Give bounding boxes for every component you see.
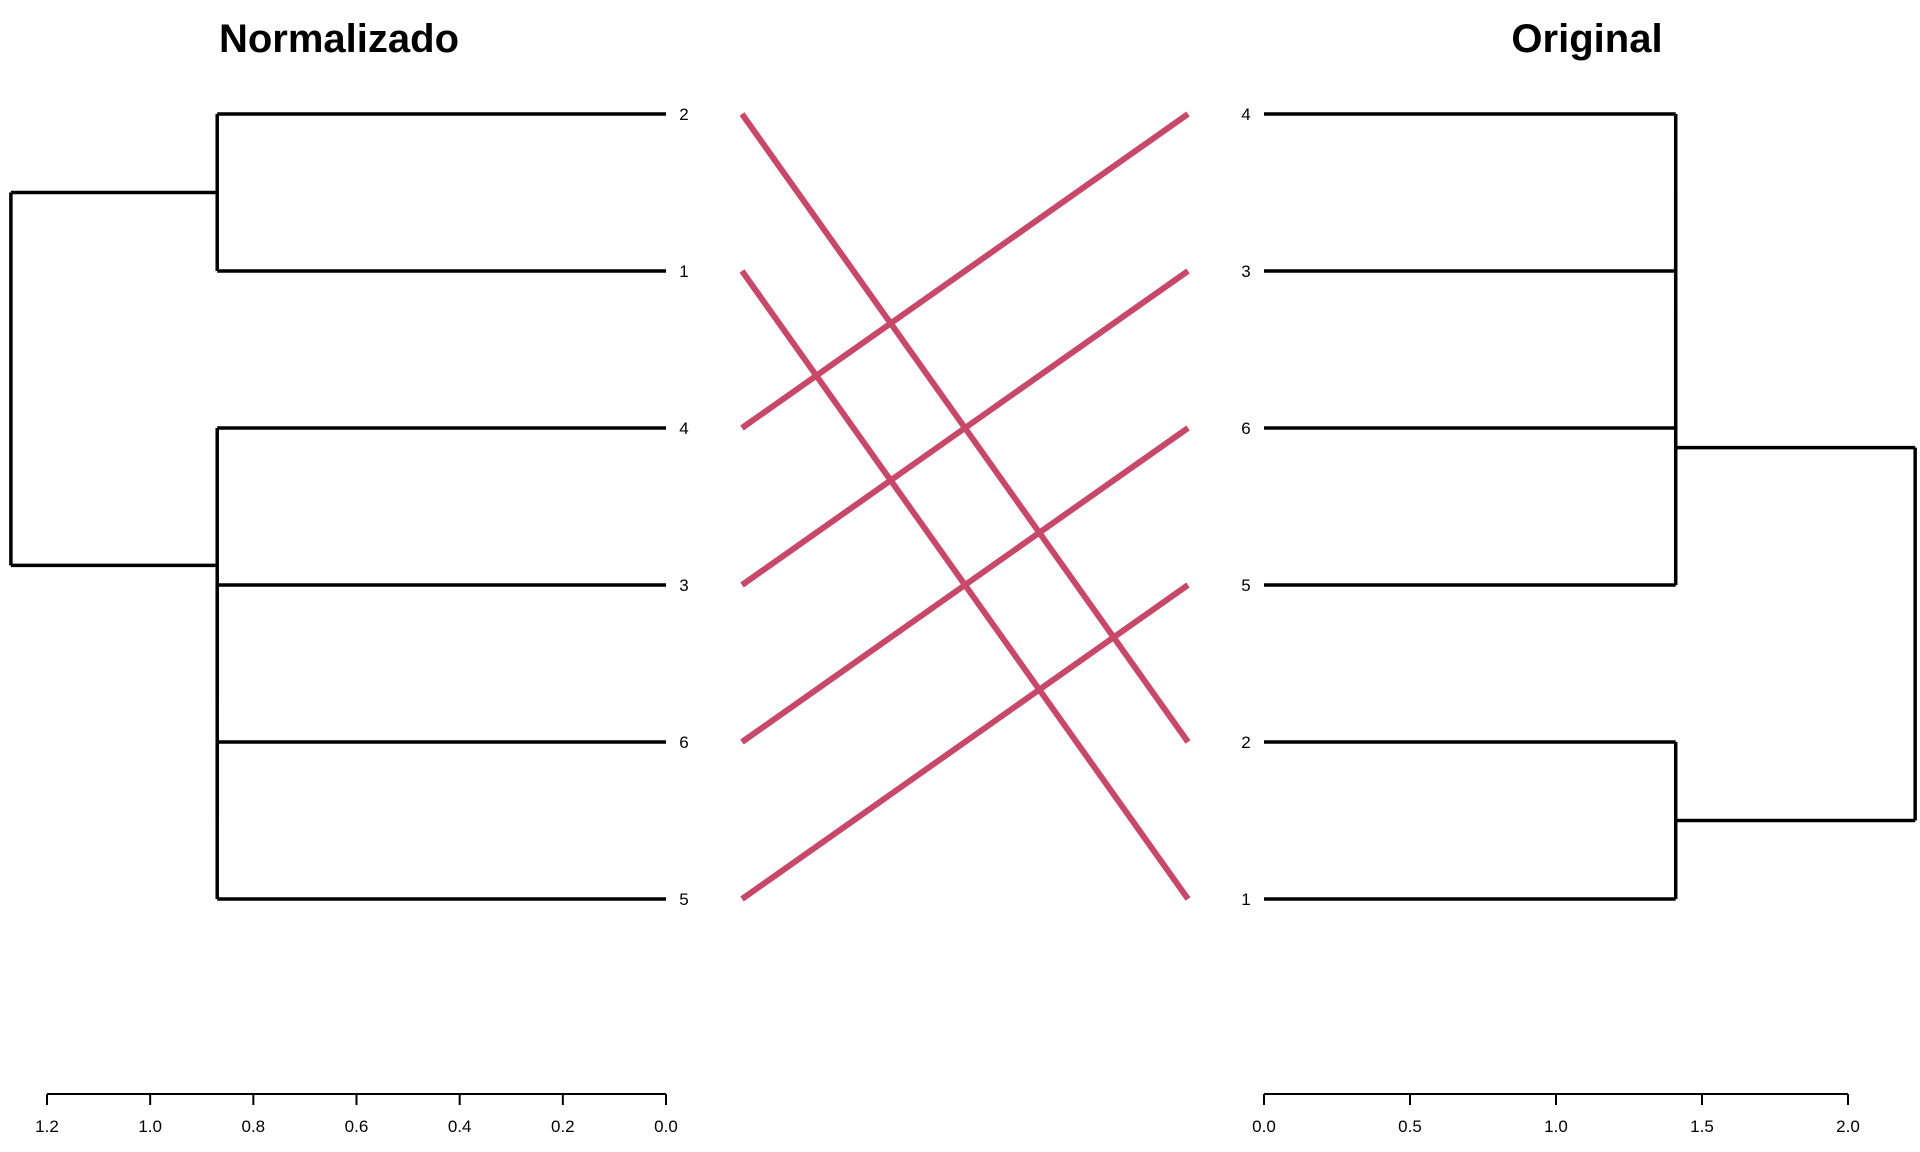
right-leaf-label-3: 3	[1241, 262, 1250, 281]
left-axis-tick-label-5: 0.2	[551, 1117, 575, 1136]
leaf-connectors	[739, 111, 1191, 902]
left-axis-tick-label-0: 1.2	[35, 1117, 59, 1136]
left-height-axis: 1.2 1.0 0.8 0.6 0.4 0.2 0.0	[35, 1093, 678, 1136]
right-axis-tick-label-3: 1.5	[1690, 1117, 1714, 1136]
right-leaf-label-2: 2	[1241, 733, 1250, 752]
right-axis-tick-label-0: 0.0	[1252, 1117, 1276, 1136]
left-axis-tick-label-4: 0.4	[448, 1117, 472, 1136]
left-leaf-label-3: 3	[679, 576, 688, 595]
left-axis-tick-label-2: 0.8	[242, 1117, 266, 1136]
right-leaf-label-1: 1	[1241, 890, 1250, 909]
left-axis-tick-label-1: 1.0	[138, 1117, 162, 1136]
left-leaf-label-6: 6	[679, 733, 688, 752]
right-axis-tick-label-2: 1.0	[1544, 1117, 1568, 1136]
right-leaf-label-6: 6	[1241, 419, 1250, 438]
left-leaf-label-2: 2	[679, 105, 688, 124]
right-dendrogram-title: Original	[1511, 17, 1662, 61]
connector-4-4	[740, 111, 1190, 431]
right-dendrogram: 4 3 6 5 2 1	[1241, 105, 1917, 909]
connector-3-3	[740, 268, 1190, 588]
left-leaf-label-4: 4	[679, 419, 688, 438]
right-axis-tick-label-1: 0.5	[1398, 1117, 1422, 1136]
right-axis-tick-label-4: 2.0	[1836, 1117, 1860, 1136]
right-height-axis: 0.0 0.5 1.0 1.5 2.0	[1252, 1093, 1860, 1136]
right-leaf-label-5: 5	[1241, 576, 1250, 595]
right-leaf-label-4: 4	[1241, 105, 1250, 124]
left-axis-tick-label-3: 0.6	[345, 1117, 369, 1136]
connector-6-6	[740, 425, 1190, 745]
left-leaf-label-5: 5	[679, 890, 688, 909]
left-dendrogram: 2 1 4 3 6 5	[9, 105, 689, 909]
left-leaf-label-1: 1	[679, 262, 688, 281]
connector-5-5	[740, 582, 1190, 902]
left-axis-tick-label-6: 0.0	[654, 1117, 678, 1136]
left-dendrogram-title: Normalizado	[219, 17, 459, 61]
